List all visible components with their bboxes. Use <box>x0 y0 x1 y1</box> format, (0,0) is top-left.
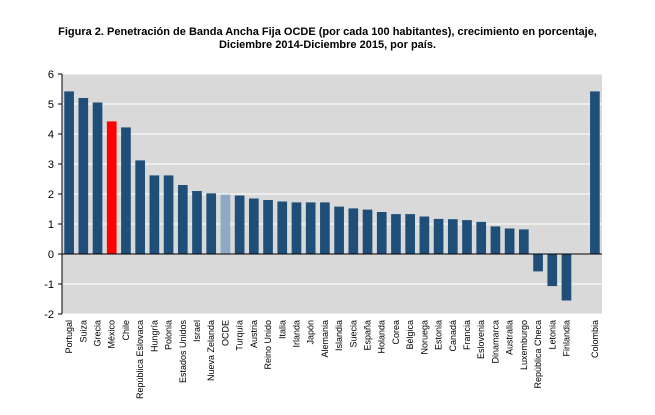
x-category-label: Noruega <box>419 320 429 355</box>
x-category-label: Japón <box>306 320 316 345</box>
x-category-label: Francia <box>462 320 472 350</box>
y-tick-label: 2 <box>48 189 54 201</box>
x-category-label: Portugal <box>64 320 74 354</box>
x-category-label: Italia <box>277 320 287 339</box>
bar-corea <box>391 214 401 254</box>
x-category-label: Eslovenia <box>476 320 486 359</box>
x-category-label: Islandia <box>334 320 344 351</box>
chart-title-line-1: Figura 2. Penetración de Banda Ancha Fij… <box>58 26 597 38</box>
bar-suecia <box>348 208 359 254</box>
bar-irlanda <box>291 202 302 254</box>
x-category-label: Turquía <box>235 320 245 351</box>
x-category-label: Grecia <box>93 320 103 347</box>
bar-hungría <box>149 175 160 254</box>
x-category-label: Canadá <box>448 320 458 352</box>
bar-bélgica <box>405 214 415 254</box>
chart-title: Figura 2. Penetración de Banda Ancha Fij… <box>0 26 655 52</box>
x-category-label: México <box>107 320 117 349</box>
bar-australia <box>504 228 515 254</box>
bar-portugal <box>64 91 74 255</box>
bar-república-checa <box>533 254 543 272</box>
x-category-label: Bélgica <box>405 320 415 350</box>
bar-israel <box>192 191 202 254</box>
y-tick-label: 5 <box>48 99 54 111</box>
y-tick-label: -2 <box>44 309 54 321</box>
x-category-label: Austria <box>249 320 259 348</box>
x-category-label: Israel <box>192 320 202 342</box>
bar-turquía <box>234 195 245 254</box>
y-tick-label: -1 <box>44 279 54 291</box>
chart-title-line-2: Diciembre 2014-Diciembre 2015, por país. <box>218 39 437 51</box>
x-category-label: Colombia <box>590 320 600 358</box>
x-category-label: Polonia <box>164 320 174 350</box>
bar-eslovenia <box>476 221 487 254</box>
x-category-label: Australia <box>505 320 515 355</box>
x-category-label: Alemania <box>320 320 330 358</box>
bar-estonia <box>433 218 444 254</box>
x-category-label: Corea <box>391 320 401 345</box>
bar-finlandia <box>561 254 572 301</box>
bar-italia <box>277 201 288 254</box>
bar-noruega <box>419 216 430 254</box>
bar-república-eslovaca <box>135 160 145 254</box>
x-category-label: Suecia <box>348 320 358 348</box>
bar-islandia <box>334 206 344 254</box>
y-tick-label: 0 <box>48 249 54 261</box>
x-category-label: República Checa <box>533 320 543 389</box>
bar-grecia <box>92 102 103 254</box>
x-category-label: Luxemburgo <box>519 320 529 370</box>
bar-dinamarca <box>490 226 501 254</box>
x-category-label: OCDE <box>220 320 230 346</box>
bar-francia <box>462 220 472 254</box>
x-category-label: Holanda <box>377 320 387 354</box>
x-category-label: Estonia <box>434 320 444 350</box>
bar-chile <box>121 127 131 254</box>
x-category-label: Estados Unidos <box>178 320 188 384</box>
bar-méxico <box>106 121 117 255</box>
x-category-label: España <box>363 320 373 351</box>
bar-polonia <box>163 175 174 254</box>
bar-colombia <box>590 91 600 255</box>
x-category-label: Nueva Zelanda <box>206 320 216 381</box>
bar-canadá <box>447 219 458 254</box>
bar-ocde <box>220 194 231 254</box>
bar-estados-unidos <box>177 185 188 254</box>
bar-reino-unido <box>263 200 273 254</box>
x-category-label: Hungría <box>149 320 159 352</box>
x-category-label: Irlanda <box>291 320 301 348</box>
x-category-label: Reino Unido <box>263 320 273 370</box>
y-tick-label: 3 <box>48 159 54 171</box>
y-tick-label: 4 <box>48 129 54 141</box>
x-category-label: Finlandia <box>561 320 571 357</box>
y-tick-label: 6 <box>48 69 54 81</box>
bar-holanda <box>376 212 387 254</box>
bar-alemania <box>320 202 330 254</box>
bar-austria <box>249 198 259 254</box>
bar-luxemburgo <box>519 229 529 254</box>
x-category-label: República Eslovaca <box>135 320 145 399</box>
x-category-label: Chile <box>121 320 131 341</box>
x-category-label: Dinamarca <box>490 320 500 364</box>
bar-españa <box>362 209 373 254</box>
x-category-label: Letonia <box>547 320 557 350</box>
x-category-label: Suiza <box>78 320 88 343</box>
bar-nueva-zelanda <box>206 193 217 254</box>
bar-suiza <box>78 98 89 254</box>
y-tick-label: 1 <box>48 219 54 231</box>
bar-letonia <box>547 254 558 287</box>
bar-japón <box>305 202 316 254</box>
